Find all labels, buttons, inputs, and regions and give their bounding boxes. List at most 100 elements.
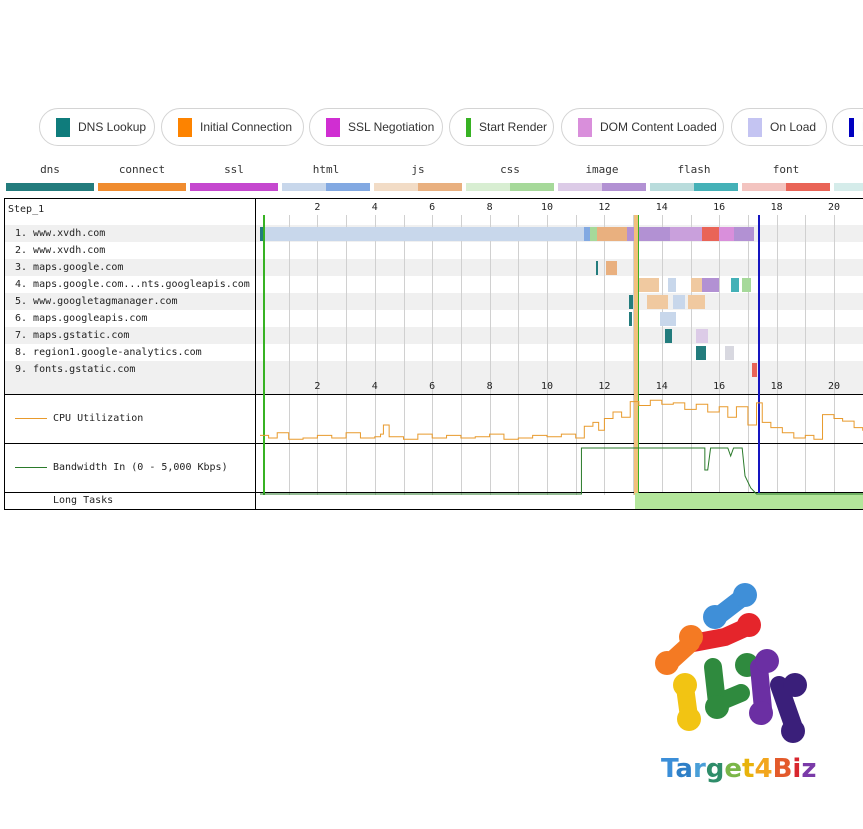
- cpu-label: CPU Utilization: [15, 413, 143, 424]
- tick-label: 4: [371, 202, 378, 213]
- label-column-divider: [255, 199, 256, 509]
- step-label: Step_1: [8, 204, 45, 215]
- request-bar: [647, 294, 668, 309]
- tick-label: 20: [827, 381, 841, 392]
- request-type-ssl: ssl: [190, 163, 278, 193]
- request-type-other: [834, 163, 863, 193]
- request-bar: [673, 294, 685, 309]
- request-label: 6. maps.googleapis.com: [15, 313, 148, 324]
- request-label: 4. maps.google.com...nts.googleapis.com: [15, 279, 250, 290]
- legend-item-1: Initial Connection: [161, 108, 304, 146]
- legend-item-2: SSL Negotiation: [309, 108, 443, 146]
- grid-line: [317, 215, 319, 495]
- row-stripe: [5, 327, 863, 344]
- logo-letter: a: [675, 754, 693, 784]
- grid-line: [460, 215, 462, 495]
- grid-line: [374, 215, 376, 495]
- request-bar: [638, 277, 659, 292]
- tick-label: 14: [655, 381, 668, 392]
- request-type-image: image: [558, 163, 646, 193]
- request-type-connect: connect: [98, 163, 186, 193]
- request-type-label: [834, 163, 863, 180]
- grid-line: [346, 215, 348, 495]
- grid-line: [575, 215, 577, 495]
- legend-label: SSL Negotiation: [348, 120, 435, 134]
- tick-label: 12: [598, 381, 611, 392]
- request-bar: [690, 277, 702, 292]
- request-label: 2. www.xvdh.com: [15, 245, 106, 256]
- tick-label: 16: [713, 202, 726, 213]
- legend-swatch: [56, 117, 70, 137]
- tick-label: 4: [371, 381, 378, 392]
- legend-swatch: [748, 117, 762, 137]
- logo-letter: B: [772, 754, 793, 784]
- request-label: 8. region1.google-analytics.com: [15, 347, 202, 358]
- dom-content-loaded-marker: [633, 215, 638, 495]
- request-type-label: connect: [118, 163, 166, 176]
- request-type-label: font: [772, 163, 800, 176]
- request-type-bar: [834, 183, 863, 191]
- grid-line: [747, 215, 749, 495]
- request-type-font: font: [742, 163, 830, 193]
- request-bar: [628, 294, 634, 309]
- request-bar: [733, 226, 754, 241]
- request-label: 5. www.googletagmanager.com: [15, 296, 178, 307]
- request-bar: [597, 226, 628, 241]
- start-render-marker: [262, 215, 265, 495]
- cpu-utilization-graph: [260, 399, 863, 495]
- divider: [5, 443, 863, 444]
- request-bar: [701, 277, 720, 292]
- tick-label: 16: [713, 381, 726, 392]
- request-type-dns: dns: [6, 163, 94, 193]
- logo-letter: 4: [754, 754, 773, 784]
- grid-line: [518, 215, 520, 495]
- request-type-bar: [742, 183, 830, 191]
- logo-letter: r: [692, 754, 706, 784]
- request-type-bar: [650, 183, 738, 191]
- request-bar: [664, 328, 672, 343]
- request-bar: [724, 345, 734, 360]
- tick-label: 14: [655, 202, 668, 213]
- request-label: 3. maps.google.com: [15, 262, 124, 273]
- grid-line: [604, 215, 606, 495]
- request-bar: [701, 226, 720, 241]
- request-type-html: html: [282, 163, 370, 193]
- request-bar: [742, 277, 751, 292]
- request-bar: [263, 226, 585, 241]
- bandwidth-label: Bandwidth In (0 - 5,000 Kbps): [15, 462, 228, 473]
- legend-label: DOM Content Loaded: [600, 120, 717, 134]
- cpu-line: [260, 399, 863, 440]
- request-bar: [696, 328, 708, 343]
- tick-label: 2: [314, 381, 321, 392]
- grid-line: [432, 215, 434, 495]
- request-label: 9. fonts.gstatic.com: [15, 364, 136, 375]
- logo-letter: e: [724, 754, 743, 784]
- request-bar: [590, 226, 598, 241]
- grid-line: [489, 215, 491, 495]
- request-type-label: css: [500, 163, 520, 176]
- request-type-label: dns: [40, 163, 60, 176]
- request-bar: [730, 277, 740, 292]
- logo-letter: g: [705, 754, 725, 784]
- request-bar: [696, 345, 707, 360]
- request-bar: [719, 226, 734, 241]
- legend-item-5: On Load: [731, 108, 827, 146]
- tick-label: 20: [827, 202, 841, 213]
- tick-label: 10: [540, 381, 554, 392]
- logo-letter: T: [661, 754, 676, 784]
- tick-label: 8: [486, 202, 493, 213]
- request-type-bar: [190, 183, 278, 191]
- tick-label: 12: [598, 202, 611, 213]
- request-bar: [628, 311, 632, 326]
- request-type-js: js: [374, 163, 462, 193]
- long-tasks-label: Long Tasks: [53, 495, 114, 506]
- legend-label: On Load: [770, 120, 817, 134]
- legend-item-0: DNS Lookup: [39, 108, 155, 146]
- waterfall-chart: Step_1 2 2 4 4 6 6 8 8 10 10 12 12 14 14 16 16 18 18 20 20 1…: [4, 198, 863, 510]
- row-stripe: [5, 259, 863, 276]
- divider: [5, 492, 863, 493]
- bandwidth-line: [260, 447, 863, 495]
- legend-swatch: [849, 117, 854, 137]
- legend-swatch: [326, 117, 340, 137]
- tick-label: 18: [770, 381, 783, 392]
